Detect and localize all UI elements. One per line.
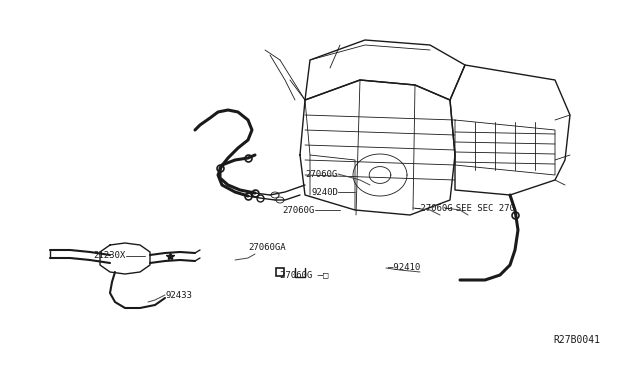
Text: —27060G: —27060G (415, 203, 452, 212)
Text: 92433: 92433 (165, 291, 192, 299)
Text: 27060G —□: 27060G —□ (280, 270, 328, 279)
Text: 27060G: 27060G (283, 205, 315, 215)
Text: — SEE SEC 270: — SEE SEC 270 (445, 203, 515, 212)
Text: R27B0041: R27B0041 (553, 335, 600, 345)
Text: 21230X: 21230X (93, 251, 126, 260)
Text: 27060GA: 27060GA (248, 244, 285, 253)
Text: —92410: —92410 (388, 263, 420, 273)
Text: 27060G: 27060G (306, 170, 338, 179)
Text: 9240D: 9240D (311, 187, 338, 196)
